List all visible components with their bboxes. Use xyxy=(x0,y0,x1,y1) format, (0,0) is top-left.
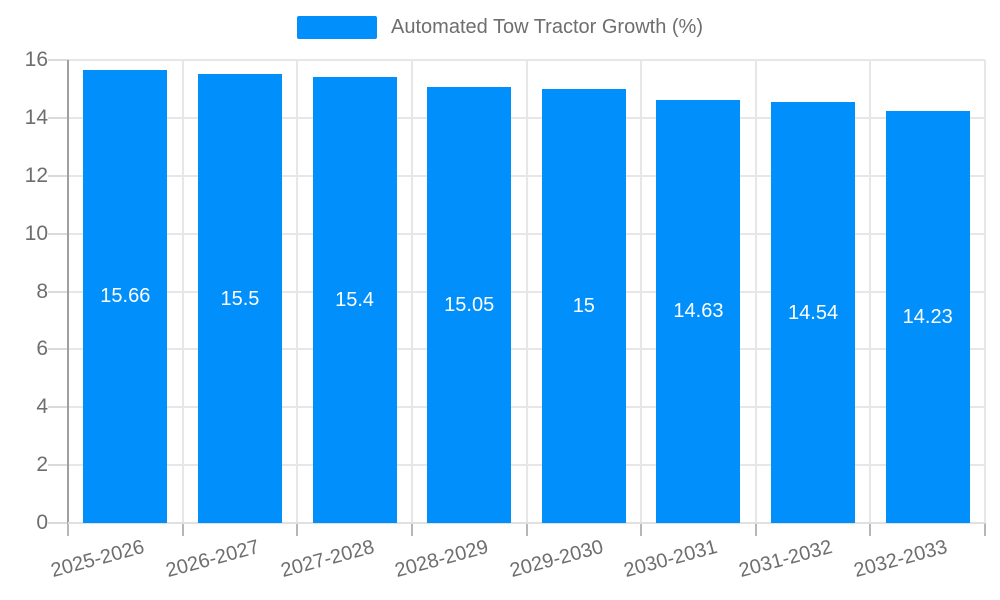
y-axis-label: 10 xyxy=(24,221,48,245)
y-axis-tick xyxy=(48,232,68,235)
y-axis-tick xyxy=(48,290,68,293)
legend[interactable]: Automated Tow Tractor Growth (%) xyxy=(0,16,1000,39)
x-axis-tick xyxy=(296,523,299,536)
bar-value-label: 15.4 xyxy=(335,289,375,312)
x-axis-tick xyxy=(640,523,643,536)
bar-value-label: 14.54 xyxy=(788,301,839,324)
bar[interactable] xyxy=(427,87,512,523)
bar-value-label: 14.23 xyxy=(902,306,953,329)
x-axis-tick xyxy=(754,523,757,536)
x-axis-tick xyxy=(181,523,184,536)
bar[interactable] xyxy=(197,74,282,523)
gridline-vertical xyxy=(410,60,413,523)
bar[interactable] xyxy=(312,77,397,523)
y-axis-tick xyxy=(48,59,68,61)
y-axis-label: 12 xyxy=(24,163,48,187)
x-axis-tick xyxy=(525,523,528,536)
x-axis-tick xyxy=(410,523,413,536)
gridline-vertical xyxy=(181,60,184,523)
y-axis-tick xyxy=(48,116,68,119)
y-axis-tick xyxy=(48,348,68,351)
y-axis-label: 0 xyxy=(36,511,48,534)
y-axis-label: 8 xyxy=(36,279,48,303)
bar-value-label: 14.63 xyxy=(673,300,724,323)
bar[interactable] xyxy=(656,99,741,523)
legend-label: Automated Tow Tractor Growth (%) xyxy=(391,16,703,38)
bar[interactable] xyxy=(83,69,168,523)
y-axis-label: 14 xyxy=(24,105,48,129)
x-axis-line xyxy=(68,522,985,524)
x-axis-tick xyxy=(67,523,69,536)
gridline-vertical xyxy=(869,60,872,523)
bar[interactable] xyxy=(885,111,970,523)
y-axis-label: 4 xyxy=(36,395,48,419)
bar[interactable] xyxy=(541,88,626,523)
y-axis-tick xyxy=(48,174,68,177)
y-axis-tick xyxy=(48,464,68,467)
bar-value-label: 15.05 xyxy=(444,294,495,317)
y-axis-label: 6 xyxy=(36,337,48,361)
bar-value-label: 15.66 xyxy=(100,285,151,308)
y-axis-label: 16 xyxy=(24,48,48,71)
gridline-vertical xyxy=(640,60,643,523)
y-axis-line xyxy=(67,60,69,523)
gridline-vertical xyxy=(525,60,528,523)
x-axis-tick xyxy=(869,523,872,536)
gridline-vertical xyxy=(984,60,986,523)
y-axis-tick xyxy=(48,522,68,524)
x-axis-tick xyxy=(984,523,986,536)
gridline-vertical xyxy=(754,60,757,523)
bar-value-label: 15 xyxy=(572,294,595,317)
bar[interactable] xyxy=(771,102,856,523)
y-axis-tick xyxy=(48,406,68,409)
bar-value-label: 15.5 xyxy=(220,287,260,310)
legend-swatch-icon xyxy=(297,16,378,39)
y-axis-label: 2 xyxy=(36,453,48,477)
gridline-vertical xyxy=(296,60,299,523)
